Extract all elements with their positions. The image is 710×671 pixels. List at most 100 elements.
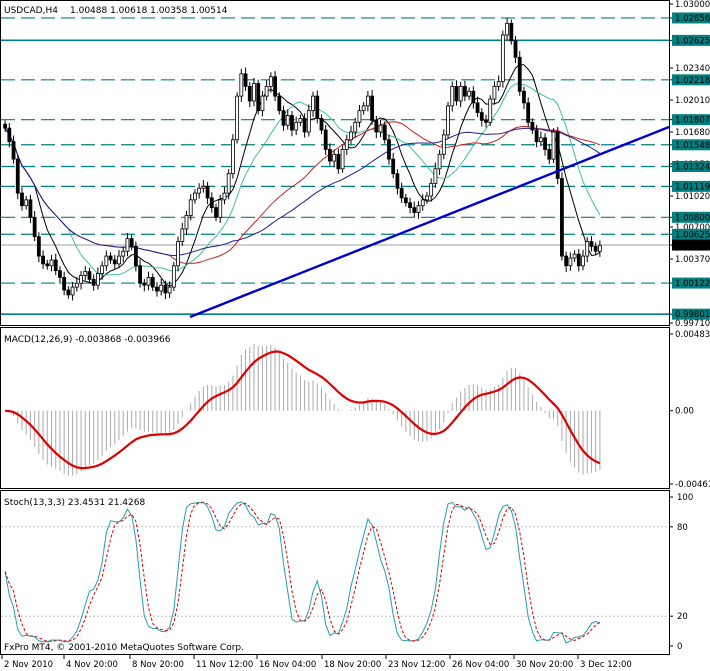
candle-body xyxy=(209,197,214,209)
candle-body xyxy=(568,257,573,267)
candle-body xyxy=(306,110,311,133)
candle-body xyxy=(513,40,518,58)
candle-body xyxy=(285,115,290,126)
candle-body xyxy=(176,241,180,267)
ma-blue-line xyxy=(4,127,601,257)
price-tick-label: 1.00625 xyxy=(675,230,710,240)
candle-body xyxy=(336,153,341,170)
candle-body xyxy=(53,259,58,272)
candle-body xyxy=(41,255,45,265)
candle-body xyxy=(167,286,172,294)
candle-body xyxy=(509,22,514,42)
price-label-box xyxy=(672,211,710,223)
candle-body xyxy=(243,73,248,87)
candle-body xyxy=(108,255,113,261)
candle-body xyxy=(412,207,417,213)
candle-body xyxy=(230,139,235,175)
candle-body xyxy=(193,192,197,201)
candle-body xyxy=(302,118,307,133)
candle-body xyxy=(273,76,277,97)
macd-pane-frame xyxy=(0,327,670,489)
candle-body xyxy=(399,187,404,199)
candle-body xyxy=(365,95,370,107)
price-label-box xyxy=(672,12,710,24)
price-label-box xyxy=(672,180,710,192)
macd-signal-line xyxy=(4,350,601,470)
candle-body xyxy=(315,95,320,119)
price-label-box xyxy=(672,277,710,289)
candle-body xyxy=(467,90,472,97)
price-tick-label: 1.00122 xyxy=(675,279,710,289)
stoch-tick-label: 80 xyxy=(677,523,688,533)
time-tick-label: 4 Nov 20:00 xyxy=(66,660,118,670)
stochastic-indicator: 100 80 20 0 xyxy=(1,493,693,652)
candle-body xyxy=(382,124,387,141)
candle-body xyxy=(188,199,193,216)
ma-fast-line xyxy=(4,63,601,287)
candle-body xyxy=(100,265,105,274)
candle-body xyxy=(28,199,33,218)
candle-body xyxy=(463,86,467,97)
price-tick-label: 1.02625 xyxy=(675,36,710,46)
price-tick-label: 1.00800 xyxy=(675,213,710,223)
candle-body xyxy=(332,153,337,162)
time-axis: 2 Nov 2010 4 Nov 20:00 8 Nov 20:00 11 Nov 1… xyxy=(1,655,632,670)
candle-body xyxy=(391,158,396,175)
candle-body xyxy=(446,105,450,136)
candle-body xyxy=(471,90,476,104)
candle-body xyxy=(298,118,303,123)
candle-body xyxy=(24,199,29,207)
candle-body xyxy=(395,173,400,189)
time-tick-label: 3 Dec 12:00 xyxy=(580,660,632,670)
candle-body xyxy=(197,187,202,194)
price-tick-label: 0.99710 xyxy=(675,319,710,329)
candle-body xyxy=(36,236,41,257)
candle-body xyxy=(458,86,463,102)
candle-body xyxy=(32,216,37,238)
candle-body xyxy=(311,95,315,112)
candle-body xyxy=(353,121,358,133)
ma-mid-line xyxy=(4,83,601,276)
price-label-box xyxy=(672,308,710,320)
macd-tick-label: 0.00 xyxy=(675,407,694,417)
candle-body xyxy=(66,289,71,296)
candle-body xyxy=(146,277,151,286)
candle-body xyxy=(378,124,383,133)
trendline-upward[interactable] xyxy=(189,125,670,319)
candle-body xyxy=(361,105,366,112)
candle-body xyxy=(201,185,206,189)
price-tick-label: 1.02218 xyxy=(675,76,710,86)
candle-body xyxy=(45,263,50,267)
candle-body xyxy=(83,271,88,276)
candle-body xyxy=(450,86,455,107)
price-label-box xyxy=(672,74,710,86)
candle-body xyxy=(15,158,20,194)
stoch-signal-line xyxy=(4,501,601,643)
price-tick-label: 1.02856 xyxy=(675,14,710,24)
candle-body xyxy=(408,202,412,209)
candle-body xyxy=(3,123,8,129)
candle-body xyxy=(505,22,509,36)
candle-body xyxy=(403,197,408,204)
candle-body xyxy=(344,139,349,150)
trend-lines[interactable] xyxy=(0,110,670,319)
candle-body xyxy=(581,255,585,267)
candle-body xyxy=(564,255,569,267)
candle-body xyxy=(184,214,189,230)
candle-body xyxy=(222,192,227,201)
candle-body xyxy=(91,278,96,286)
candle-body xyxy=(7,127,12,143)
candle-body xyxy=(150,277,155,288)
ohlc-label: 1.00488 1.00618 1.00358 1.00514 xyxy=(70,6,228,16)
candle-body xyxy=(264,86,269,97)
price-tick-label: 1.01807 xyxy=(675,116,710,126)
candle-body xyxy=(247,86,252,102)
candle-body xyxy=(294,121,299,131)
candle-body xyxy=(205,185,210,199)
price-pane-frame xyxy=(0,0,670,326)
price-tick-label: 1.01020 xyxy=(675,192,710,202)
candle-body xyxy=(492,86,497,100)
candle-body xyxy=(79,275,83,284)
candle-body xyxy=(155,286,159,292)
